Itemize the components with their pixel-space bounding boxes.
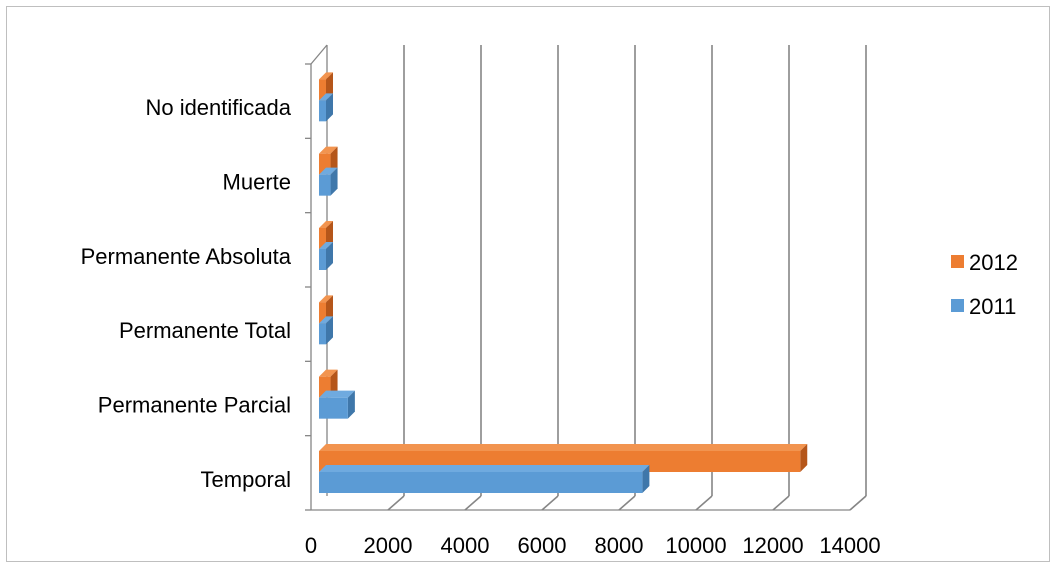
bar-top-face xyxy=(319,242,333,249)
x-tick-label: 12000 xyxy=(742,533,803,558)
bar-top-face xyxy=(319,316,333,324)
x-tick-label: 8000 xyxy=(595,533,644,558)
gridline-floor xyxy=(618,495,636,511)
bar-2011-muerte xyxy=(319,167,338,196)
legend: 2012 2011 xyxy=(951,250,1018,319)
bar-2011-temporal xyxy=(319,465,650,493)
bar-front-face xyxy=(319,323,326,345)
bar-top-face xyxy=(319,221,333,228)
bar-top-face xyxy=(319,369,338,377)
bar-top-face xyxy=(319,72,333,80)
category-label: Permanente Absoluta xyxy=(81,244,292,269)
bar-2011-no-identificada xyxy=(319,93,333,122)
legend-swatch xyxy=(951,255,964,268)
bar-front-face xyxy=(319,228,326,249)
gridline-floor xyxy=(541,495,559,511)
x-tick-labels: 0 2000 4000 6000 8000 10000 12000 14000 xyxy=(305,533,881,558)
bar-side-face xyxy=(326,316,333,345)
bar-top-face xyxy=(319,465,650,472)
bar-2011-permanente-parcial xyxy=(319,390,355,419)
gridline-floor xyxy=(849,495,867,511)
left-wall-top-edge xyxy=(310,44,328,65)
chart-walls xyxy=(305,44,867,511)
chart-frame: Temporal Permanente Parcial Permanente Tot… xyxy=(6,6,1050,562)
legend-label: 2012 xyxy=(969,250,1018,275)
category-label: Permanente Parcial xyxy=(98,393,291,418)
bar-front-face xyxy=(319,472,643,493)
category-label: Temporal xyxy=(201,467,291,492)
bar-side-face xyxy=(326,93,333,122)
bar-front-face xyxy=(319,376,331,398)
bar-chart: Temporal Permanente Parcial Permanente Tot… xyxy=(81,44,1018,558)
x-tick-label: 0 xyxy=(305,533,317,558)
bar-front-face xyxy=(319,100,326,122)
x-tick-label: 14000 xyxy=(819,533,880,558)
bar-top-face xyxy=(319,167,338,175)
bar-top-face xyxy=(319,93,333,101)
bar-2011-permanente-absoluta xyxy=(319,242,333,270)
bar-top-face xyxy=(319,444,808,451)
x-tick-label: 10000 xyxy=(665,533,726,558)
category-label: Permanente Total xyxy=(119,318,291,343)
bar-top-face xyxy=(319,295,333,303)
category-label: Muerte xyxy=(223,170,291,195)
legend-item-2012: 2012 xyxy=(951,250,1018,275)
bar-front-face xyxy=(319,302,326,324)
bar-front-face xyxy=(319,174,331,196)
bar-side-face xyxy=(326,242,333,270)
x-tick-label: 4000 xyxy=(441,533,490,558)
bar-side-face xyxy=(800,444,808,472)
gridlines xyxy=(387,45,867,511)
category-label: No identificada xyxy=(145,95,291,120)
gridline-floor xyxy=(464,495,482,511)
bar-side-face xyxy=(347,390,355,419)
bar-front-face xyxy=(319,249,326,270)
gridline-floor xyxy=(387,495,405,511)
category-labels: Temporal Permanente Parcial Permanente Tot… xyxy=(81,95,292,492)
bar-front-face xyxy=(319,397,348,419)
bar-top-face xyxy=(319,390,355,398)
legend-label: 2011 xyxy=(969,294,1016,319)
bar-2011-permanente-total xyxy=(319,316,333,345)
gridline-floor xyxy=(772,495,790,511)
bars xyxy=(319,72,808,493)
bar-front-face xyxy=(319,79,326,101)
legend-item-2011: 2011 xyxy=(951,294,1016,319)
bar-side-face xyxy=(642,465,650,493)
x-tick-label: 6000 xyxy=(518,533,567,558)
bar-side-face xyxy=(330,167,338,196)
bar-top-face xyxy=(319,146,338,154)
gridline-floor xyxy=(695,495,713,511)
x-tick-label: 2000 xyxy=(364,533,413,558)
bar-front-face xyxy=(319,153,331,175)
legend-swatch xyxy=(951,299,964,312)
